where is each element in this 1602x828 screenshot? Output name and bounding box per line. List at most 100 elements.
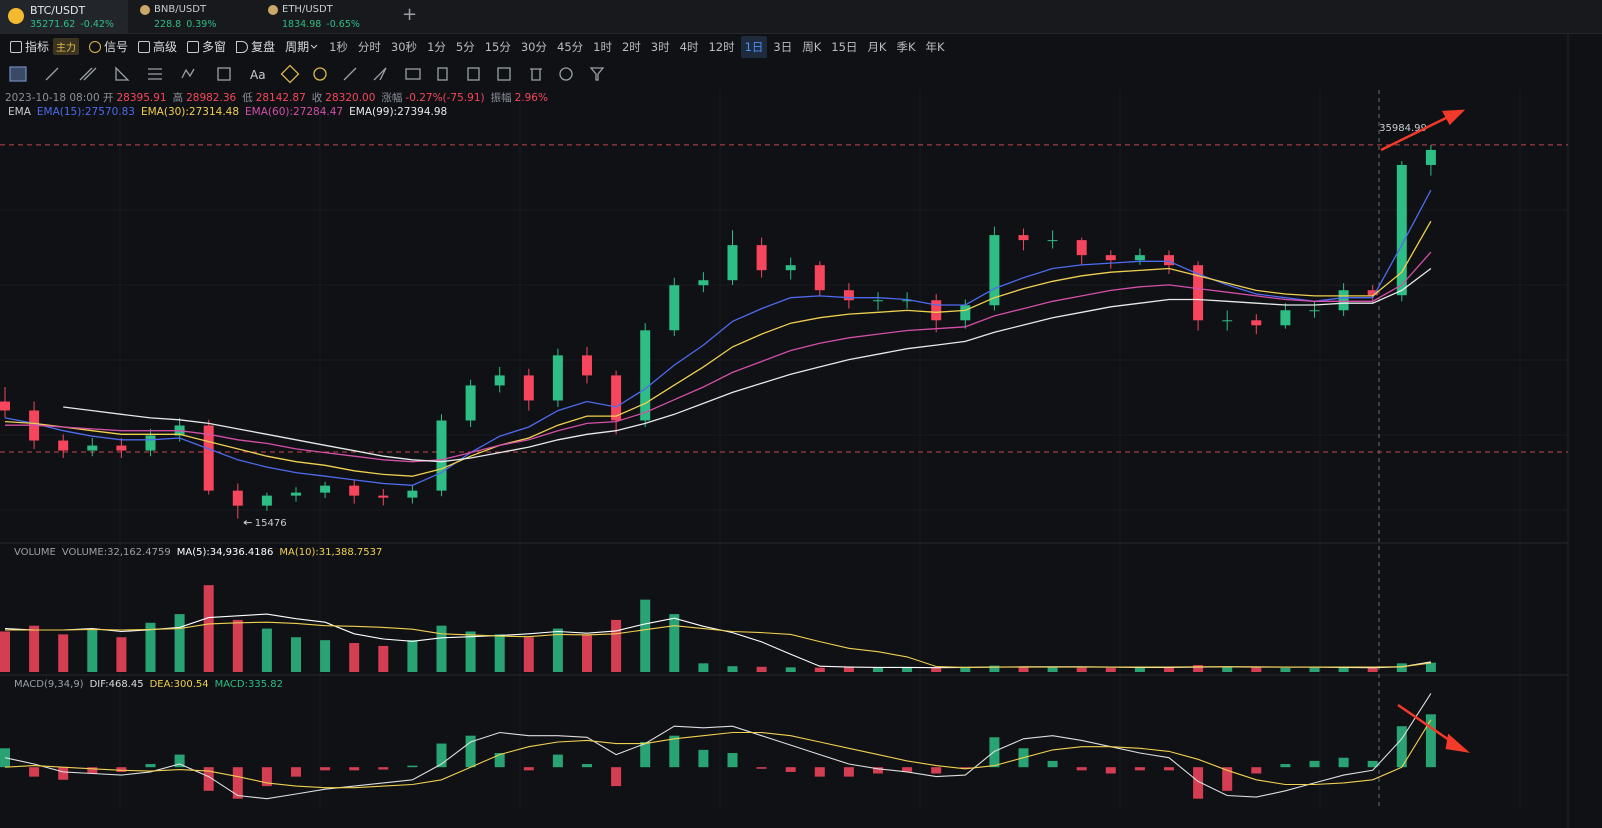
tab[interactable]: BTC/USDT 35271.62 -0.42% xyxy=(0,0,128,33)
interval-option[interactable]: 30分 xyxy=(520,39,547,54)
period-button[interactable]: 周期 xyxy=(285,38,319,55)
tool-channel[interactable] xyxy=(79,67,97,81)
macd-bar xyxy=(1134,767,1145,771)
macd-bar xyxy=(174,754,185,768)
macd-bar xyxy=(1367,760,1378,768)
volume-bar xyxy=(669,614,680,672)
label: 指标 xyxy=(25,40,50,54)
label: 复盘 xyxy=(251,40,276,54)
interval-option[interactable]: 月K xyxy=(867,39,887,54)
macd-bar xyxy=(378,767,389,770)
tool-line[interactable] xyxy=(45,67,59,81)
candle-body xyxy=(0,401,10,411)
candle-body xyxy=(465,385,476,421)
volume-bar xyxy=(989,665,1000,672)
tool-filter[interactable] xyxy=(589,67,605,81)
interval-option[interactable]: 5分 xyxy=(455,39,475,54)
candle-body xyxy=(843,290,854,301)
interval-option[interactable]: 4时 xyxy=(679,39,699,54)
replay-button[interactable]: 复盘 xyxy=(236,38,275,55)
interval-option[interactable]: 2时 xyxy=(621,39,641,54)
macd-bar xyxy=(669,735,680,768)
candle-body xyxy=(785,265,796,271)
candle-body xyxy=(1164,255,1174,266)
signal-button[interactable]: 信号 xyxy=(89,38,128,55)
interval-option[interactable]: 3日 xyxy=(773,39,793,54)
macd-bar xyxy=(960,767,971,769)
interval-option[interactable]: 1分 xyxy=(427,39,446,54)
interval-option[interactable]: 30秒 xyxy=(390,39,418,54)
advanced-button[interactable]: 高级 xyxy=(138,38,177,55)
candle-body xyxy=(1134,255,1145,261)
interval-option[interactable]: 年K xyxy=(925,39,945,54)
multi-window-button[interactable]: 多窗 xyxy=(187,38,226,55)
interval-option[interactable]: 1时 xyxy=(593,39,612,54)
tab[interactable]: BNB/USDT 228.8 0.39% xyxy=(130,0,258,33)
macd-bar xyxy=(1222,767,1233,791)
volume-bar xyxy=(0,631,10,672)
tool-copy[interactable] xyxy=(467,67,480,81)
interval-option[interactable]: 15分 xyxy=(484,39,511,54)
candle-body xyxy=(407,490,418,498)
interval-option[interactable]: 1秒 xyxy=(329,39,348,54)
interval-option[interactable]: 3时 xyxy=(650,39,670,54)
candle-body xyxy=(989,235,1000,306)
volume-bar xyxy=(1018,667,1029,672)
interval-option[interactable]: 季K xyxy=(896,39,916,54)
macd-bar xyxy=(640,741,651,768)
macd-bar xyxy=(1105,767,1116,774)
macd-bar xyxy=(465,735,476,768)
indicator-button[interactable]: 指标 主力 xyxy=(10,38,80,55)
tool-magnet[interactable] xyxy=(280,64,300,84)
tool-fib[interactable] xyxy=(148,68,162,80)
tab-change: 0.39% xyxy=(186,19,217,30)
info-label: 振幅 xyxy=(490,92,512,104)
candle-body xyxy=(727,245,738,281)
tool-text[interactable]: Aa xyxy=(250,68,266,82)
indicator-title: VOLUME xyxy=(14,547,56,558)
interval-option[interactable]: 1日 xyxy=(740,35,768,58)
tool-ruler[interactable] xyxy=(343,67,357,81)
indicator-title: EMA xyxy=(8,106,31,118)
toolbar: 指标 主力 信号 高级 多窗 复盘 周期 1秒 分时 30秒 1分 5分 15分 30分 45分… xyxy=(0,33,1602,60)
tool-pen[interactable] xyxy=(373,67,387,81)
volume-bar xyxy=(378,645,389,672)
candle-body xyxy=(640,330,651,421)
tool-triangle[interactable] xyxy=(115,66,130,81)
ohlc-info: 2023-10-18 08:00 开 28395.91 高 28982.36 低 2814… xyxy=(5,90,554,105)
interval-option[interactable]: 分时 xyxy=(357,39,381,54)
tool-pattern[interactable] xyxy=(405,68,421,80)
candle-body xyxy=(1047,240,1058,242)
candle-body xyxy=(552,355,563,401)
tool-cursor[interactable] xyxy=(9,66,27,82)
interval-option[interactable]: 周K xyxy=(802,39,822,54)
tool-note[interactable] xyxy=(437,67,448,81)
high-label: 35984.99 xyxy=(1379,123,1427,134)
tab-price: 1834.98 xyxy=(282,19,322,30)
candle-body xyxy=(1280,310,1291,326)
macd-bar xyxy=(87,767,98,774)
candle-body xyxy=(261,495,272,506)
candle-body xyxy=(1396,164,1407,296)
info-label: 高 xyxy=(172,92,184,104)
candle-body xyxy=(1193,265,1204,321)
interval-option[interactable]: 45分 xyxy=(557,39,584,54)
tool-settings[interactable] xyxy=(559,67,573,81)
volume-bar xyxy=(611,619,622,672)
low-arrow xyxy=(243,520,252,525)
tool-wave[interactable] xyxy=(181,68,195,79)
label: 周期 xyxy=(285,40,310,54)
tool-delete[interactable] xyxy=(530,68,542,81)
new-tab-button[interactable]: + xyxy=(402,4,418,25)
legend-entry: EMA(99):27394.98 xyxy=(349,106,448,118)
interval-option[interactable]: 15日 xyxy=(831,39,858,54)
macd-bar xyxy=(58,767,69,780)
tool-edit[interactable] xyxy=(497,67,511,81)
tool-zoom[interactable] xyxy=(217,67,231,81)
tool-lock[interactable] xyxy=(313,67,327,81)
tab[interactable]: ETH/USDT 1834.98 -0.65% xyxy=(258,0,386,33)
candle-body xyxy=(1076,240,1087,256)
volume-legend: VOLUME VOLUME:32,162.4759 MA(5):34,936.418… xyxy=(14,547,388,558)
interval-option[interactable]: 12时 xyxy=(708,39,735,54)
